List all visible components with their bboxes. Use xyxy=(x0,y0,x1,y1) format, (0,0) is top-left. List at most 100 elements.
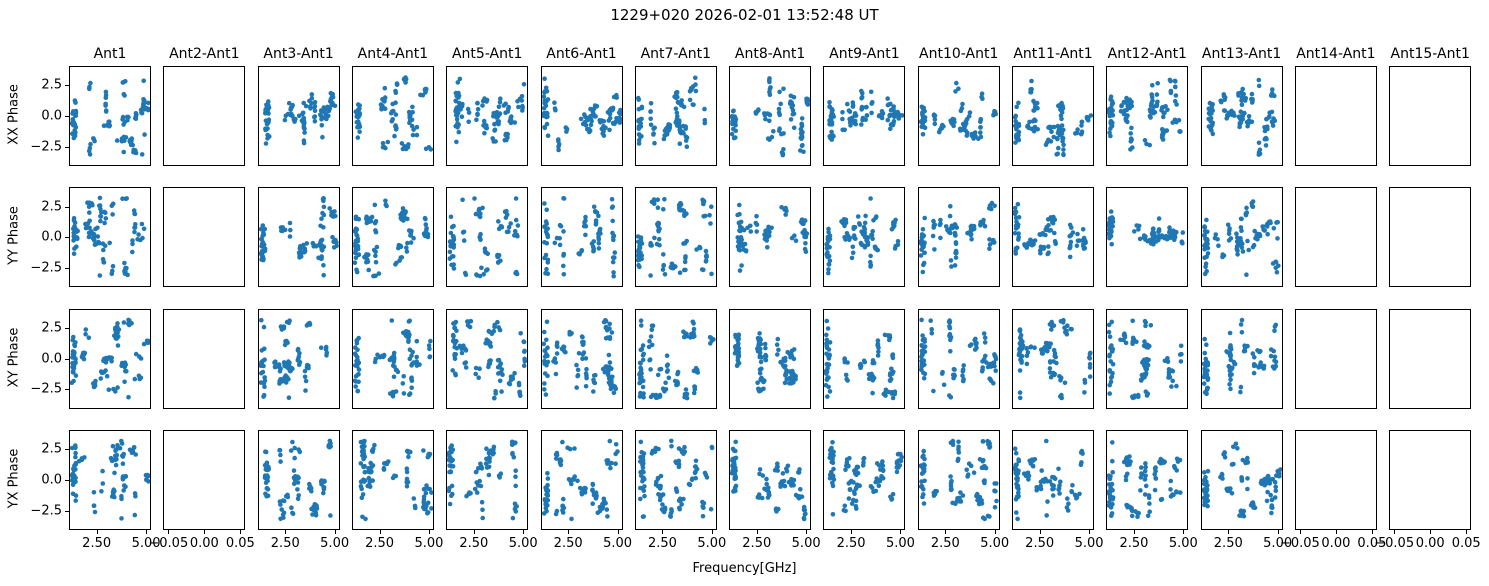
x-tick-label: 0.05 xyxy=(1451,535,1481,551)
subplot-col-title: Ant14-Ant1 xyxy=(1296,46,1376,62)
scatter-series xyxy=(447,439,520,521)
scatter-series xyxy=(1205,77,1277,157)
subplot-r3-c6 xyxy=(540,308,623,409)
y-tick-label: 0.0 xyxy=(41,351,62,367)
scatter-series xyxy=(1107,440,1183,519)
x-tick-label: 5.00 xyxy=(1168,535,1198,551)
subplot-r3-c2 xyxy=(163,308,246,409)
subplot-r2-c10 xyxy=(917,187,1000,288)
subplot-r3-c7 xyxy=(634,308,717,409)
scatter-series xyxy=(1107,77,1183,152)
scatter-series xyxy=(1107,209,1186,247)
subplot-r3-c10 xyxy=(917,308,1000,409)
subplot-r3-c15 xyxy=(1389,308,1472,409)
scatter-series xyxy=(1016,317,1093,400)
x-tick-mark xyxy=(428,529,430,534)
y-tick-mark xyxy=(65,389,69,391)
subplot-r2-c7 xyxy=(634,187,717,288)
x-tick-label: 0.05 xyxy=(1357,535,1387,551)
y-tick-label: 0.0 xyxy=(41,229,62,245)
x-tick-label: 2.50 xyxy=(1025,535,1055,551)
x-tick-label: 5.00 xyxy=(320,535,350,551)
subplot-r2-c3 xyxy=(257,187,340,288)
subplot-r2-c1 xyxy=(69,187,151,288)
subplot-r2-c4 xyxy=(351,187,434,288)
y-tick-mark xyxy=(65,449,69,451)
x-tick-mark xyxy=(1299,529,1301,534)
scatter-series xyxy=(1013,438,1085,522)
scatter-series xyxy=(258,196,339,278)
x-tick-mark xyxy=(473,529,475,534)
subplot-col-title: Ant8-Ant1 xyxy=(734,46,806,62)
subplot-r1-c10 xyxy=(917,66,1000,166)
scatter-series xyxy=(1201,441,1282,519)
scatter-series xyxy=(824,318,898,400)
x-tick-mark xyxy=(994,529,996,534)
scatter-series xyxy=(262,438,333,522)
subplot-r3-c4 xyxy=(351,308,434,409)
scatter-series xyxy=(730,439,808,522)
x-tick-mark xyxy=(568,529,570,534)
subplot-r3-c11 xyxy=(1012,308,1094,409)
y-tick-label: −2.5 xyxy=(30,260,62,276)
subplot-r1-c12 xyxy=(1106,66,1189,166)
scatter-series xyxy=(71,195,147,279)
subplot-r2-c12 xyxy=(1106,187,1189,288)
x-tick-label: 5.00 xyxy=(885,535,915,551)
x-tick-label: 0.00 xyxy=(1415,535,1445,551)
subplot-r3-c14 xyxy=(1294,308,1377,409)
subplot-col-title: Ant1 xyxy=(93,46,127,62)
x-tick-mark xyxy=(1430,529,1432,534)
subplot-col-title: Ant10-Ant1 xyxy=(919,46,999,62)
subplot-r1-c4 xyxy=(351,66,434,166)
x-tick-mark xyxy=(96,529,98,534)
scatter-series xyxy=(70,78,150,157)
x-tick-label: 5.00 xyxy=(603,535,633,551)
x-tick-mark xyxy=(204,529,206,534)
x-tick-label: 0.00 xyxy=(1321,535,1351,551)
subplot-r3-c5 xyxy=(446,308,529,409)
subplot-r4-c9 xyxy=(823,429,906,530)
x-tick-label: 5.00 xyxy=(414,535,444,551)
scatter-series xyxy=(918,201,997,275)
subplot-r4-c13 xyxy=(1200,429,1283,530)
subplot-r1-c13 xyxy=(1200,66,1283,166)
x-tick-label: 5.00 xyxy=(697,535,727,551)
scatter-series xyxy=(1107,318,1184,400)
subplot-r1-c2 xyxy=(163,66,246,166)
subplot-r1-c5 xyxy=(446,66,529,166)
x-tick-label: 5.00 xyxy=(131,535,161,551)
subplot-r4-c15 xyxy=(1389,429,1472,530)
scatter-series xyxy=(541,196,617,279)
scatter-series xyxy=(541,438,620,522)
subplot-r3-c9 xyxy=(823,308,906,409)
y-tick-label: 2.5 xyxy=(41,199,62,215)
scatter-series xyxy=(637,438,715,519)
y-tick-mark xyxy=(65,358,69,360)
subplot-r3-c3 xyxy=(257,308,340,409)
x-tick-mark xyxy=(240,529,242,534)
x-tick-mark xyxy=(1183,529,1185,534)
x-tick-label: 2.50 xyxy=(553,535,583,551)
subplot-r2-c11 xyxy=(1012,187,1094,288)
scatter-series xyxy=(636,318,716,401)
scatter-series xyxy=(453,76,527,145)
x-tick-label: 5.00 xyxy=(980,535,1010,551)
x-tick-mark xyxy=(662,529,664,534)
x-tick-label: 2.50 xyxy=(1119,535,1149,551)
x-tick-mark xyxy=(900,529,902,534)
scatter-series xyxy=(70,317,150,400)
y-tick-mark xyxy=(65,116,69,117)
y-tick-label: 0.0 xyxy=(41,472,62,488)
scatter-series xyxy=(827,439,905,517)
x-tick-label: −0.05 xyxy=(148,535,189,551)
scatter-series xyxy=(730,76,811,158)
x-tick-mark xyxy=(334,529,336,534)
x-tick-label: 2.50 xyxy=(365,535,395,551)
x-tick-mark xyxy=(711,529,713,534)
x-tick-mark xyxy=(806,529,808,534)
subplot-r2-c13 xyxy=(1200,187,1283,288)
subplot-r3-c12 xyxy=(1106,308,1189,409)
scatter-series xyxy=(353,75,433,152)
x-tick-label: 5.00 xyxy=(1074,535,1104,551)
